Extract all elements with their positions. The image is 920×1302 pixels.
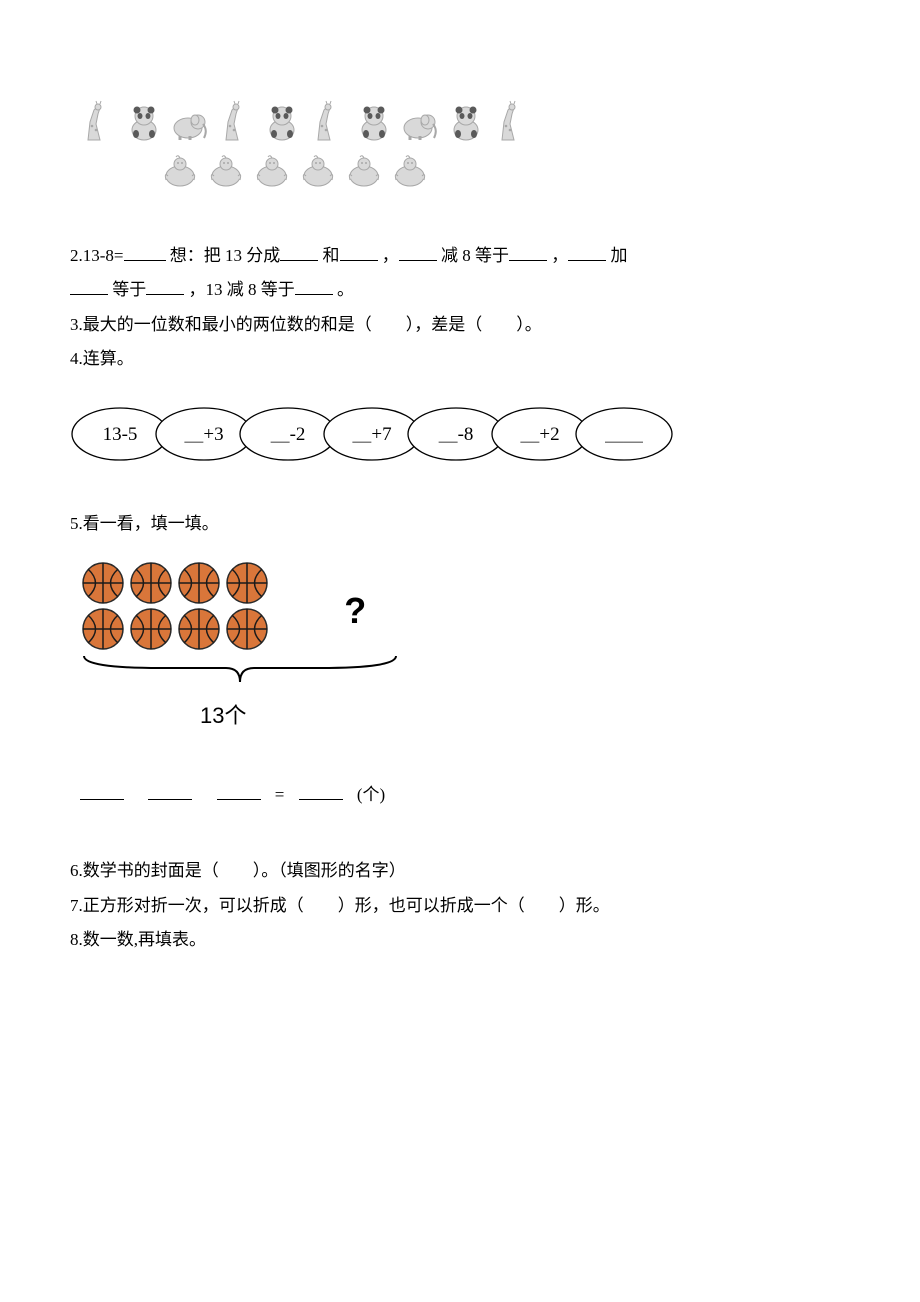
svg-text:＿-8: ＿-8 <box>439 424 474 445</box>
giraffe-icon <box>78 100 118 142</box>
bird-icon <box>252 154 292 190</box>
q2-blank6[interactable] <box>568 243 606 261</box>
q2-blank2[interactable] <box>280 243 318 261</box>
q2-blank5[interactable] <box>509 243 547 261</box>
question-mark-icon: ? <box>344 590 366 632</box>
bird-icon <box>390 154 430 190</box>
eq-blank-3[interactable] <box>217 786 261 801</box>
giraffe-icon <box>492 100 532 142</box>
panda-icon <box>262 100 302 142</box>
q2-t6: 加 <box>611 246 628 265</box>
q5-equation: = (个) <box>70 780 850 805</box>
svg-text:＿+2: ＿+2 <box>520 424 559 445</box>
bird-icon <box>298 154 338 190</box>
q2-blank7[interactable] <box>70 277 108 295</box>
basketball-grid <box>80 560 270 652</box>
elephant-icon <box>400 100 440 142</box>
q2-t5: ， <box>551 246 568 265</box>
q2-blank9[interactable] <box>295 277 333 295</box>
svg-text:＿-2: ＿-2 <box>271 424 306 445</box>
basketball-icon <box>80 560 126 606</box>
worksheet-page: 2.13-8= 想：把 13 分成 和 ， 减 8 等于 ， 加 等于 ，13 … <box>0 0 920 1018</box>
q1-bird-row <box>160 154 850 190</box>
q3-line: 3.最大的一位数和最小的两位数的和是（ ），差是（ ）。 <box>70 309 850 341</box>
eq-blank-4[interactable] <box>299 786 343 801</box>
panda-icon <box>446 100 486 142</box>
giraffe-icon <box>216 100 256 142</box>
eq-unit: (个) <box>357 785 385 804</box>
q4-label: 4.连算。 <box>70 343 850 375</box>
basketball-icon <box>176 606 222 652</box>
q4-chain: 13-5 ＿+3 ＿-2 ＿+7 ＿-8 ＿+2 ＿＿ <box>70 405 850 468</box>
basketball-icon <box>128 606 174 652</box>
total-count-label: 13个 <box>200 698 850 730</box>
q2-t1: 想：把 13 分成 <box>170 246 281 265</box>
basketball-icon <box>128 560 174 606</box>
q6-line: 6.数学书的封面是（ ）。（填图形的名字） <box>70 855 850 887</box>
q2-t2: 和 <box>323 246 340 265</box>
bird-icon <box>344 154 384 190</box>
q2-line1: 2.13-8= 想：把 13 分成 和 ， 减 8 等于 ， 加 <box>70 240 850 272</box>
q5-figure: ? 13个 <box>70 560 850 730</box>
elephant-icon <box>170 100 210 142</box>
q7-line: 7.正方形对折一次，可以折成（ ）形，也可以折成一个（ ）形。 <box>70 890 850 922</box>
eq-equals: = <box>275 785 289 804</box>
q2-l2b: ，13 减 8 等于 <box>189 280 295 299</box>
q1-animal-row <box>70 100 850 142</box>
basketball-icon <box>176 560 222 606</box>
panda-icon <box>124 100 164 142</box>
q2-prefix: 2.13-8= <box>70 246 124 265</box>
q2-l2c: 。 <box>337 280 354 299</box>
svg-text:＿+7: ＿+7 <box>352 424 391 445</box>
q5-label: 5.看一看，填一填。 <box>70 508 850 540</box>
q2-blank8[interactable] <box>146 277 184 295</box>
svg-text:＿＿: ＿＿ <box>605 424 643 445</box>
q2-t3: ， <box>382 246 399 265</box>
bird-icon <box>206 154 246 190</box>
q8-line: 8.数一数,再填表。 <box>70 924 850 956</box>
q2-t4: 减 8 等于 <box>441 246 509 265</box>
eq-blank-1[interactable] <box>80 786 124 801</box>
curly-bracket <box>80 652 850 692</box>
q2-blank4[interactable] <box>399 243 437 261</box>
svg-text:＿+3: ＿+3 <box>184 424 223 445</box>
basketball-icon <box>224 560 270 606</box>
basketball-icon <box>224 606 270 652</box>
bird-icon <box>160 154 200 190</box>
basketball-icon <box>80 606 126 652</box>
giraffe-icon <box>308 100 348 142</box>
svg-text:13-5: 13-5 <box>103 424 138 445</box>
q2-blank3[interactable] <box>340 243 378 261</box>
panda-icon <box>354 100 394 142</box>
eq-blank-2[interactable] <box>148 786 192 801</box>
q2-blank1[interactable] <box>124 243 166 261</box>
q2-l2a: 等于 <box>112 280 146 299</box>
q2-line2: 等于 ，13 减 8 等于 。 <box>70 274 850 306</box>
